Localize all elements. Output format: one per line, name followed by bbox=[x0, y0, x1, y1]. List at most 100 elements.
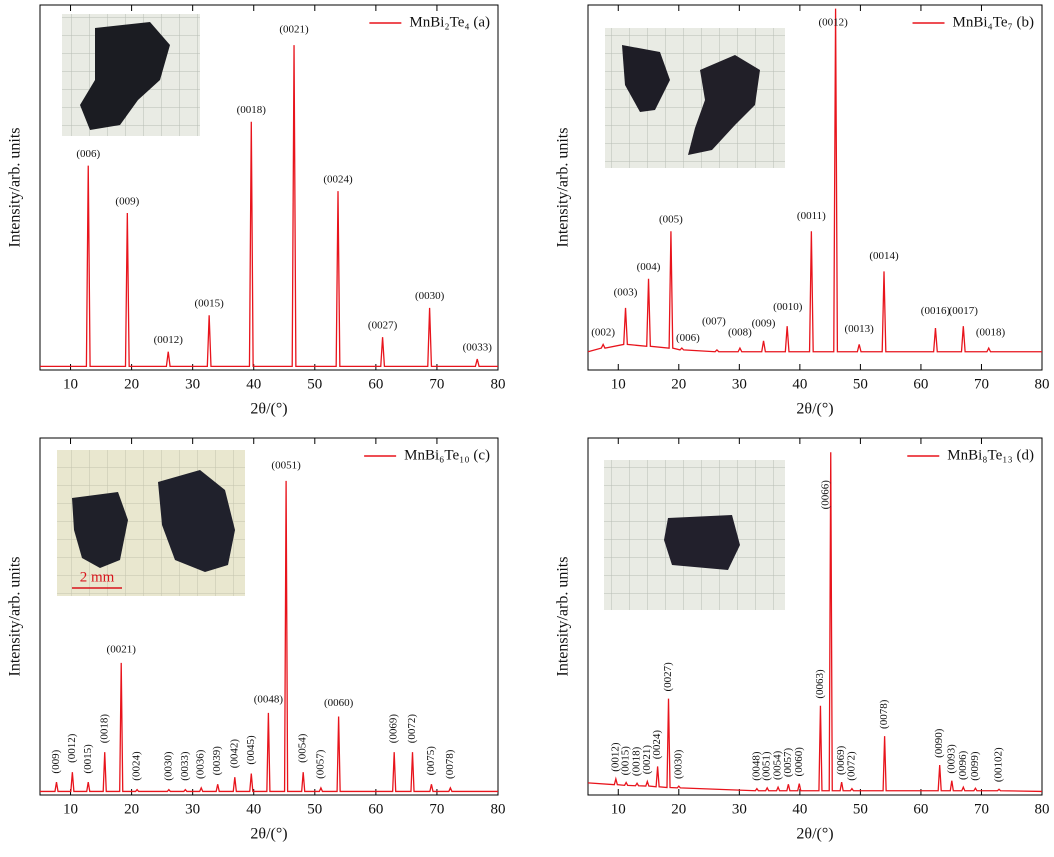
peak-label: (0024) bbox=[651, 730, 663, 760]
peak-label: (0033) bbox=[463, 341, 493, 353]
x-tick-label: 20 bbox=[671, 376, 686, 392]
peak-label: (0027) bbox=[368, 319, 398, 331]
peak-label: (0039) bbox=[211, 746, 223, 776]
peak-label: (009) bbox=[752, 318, 776, 330]
x-axis-label: 2θ/(°) bbox=[250, 401, 287, 418]
x-tick-label: 70 bbox=[974, 376, 989, 392]
peak-label: (0014) bbox=[869, 250, 899, 262]
inset-photo bbox=[604, 460, 785, 610]
peak-label: (007) bbox=[702, 316, 726, 328]
x-tick-label: 60 bbox=[368, 801, 383, 817]
x-tick-label: 80 bbox=[1035, 801, 1050, 817]
peak-label: (0011) bbox=[797, 210, 826, 222]
peak-label: (0010) bbox=[773, 301, 803, 313]
peak-label: (0036) bbox=[195, 749, 207, 779]
peak-label: (003) bbox=[614, 287, 638, 299]
peak-label: (0051) bbox=[271, 460, 301, 472]
peak-label: (0012) bbox=[818, 16, 848, 28]
peak-label: (009) bbox=[50, 749, 62, 773]
x-tick-label: 10 bbox=[63, 376, 78, 392]
peak-label: (0030) bbox=[672, 749, 684, 779]
legend-label: MnBi₆Te₁₀ (c) bbox=[404, 447, 490, 463]
y-axis-label: Intensity/arb. units bbox=[7, 557, 24, 677]
peak-label: (0021) bbox=[279, 24, 309, 36]
peak-label: (006) bbox=[76, 148, 100, 160]
x-tick-label: 50 bbox=[307, 801, 322, 817]
peak-label: (0012) bbox=[66, 733, 78, 763]
peak-label: (0015) bbox=[82, 744, 94, 774]
peak-label: (0072) bbox=[406, 714, 418, 744]
peak-label: (0057) bbox=[314, 749, 326, 779]
x-tick-label: 50 bbox=[307, 376, 322, 392]
peak-label: (005) bbox=[659, 214, 683, 226]
peak-label: (0099) bbox=[969, 751, 981, 781]
peak-label: (0069) bbox=[388, 714, 400, 744]
peak-label: (0063) bbox=[814, 669, 826, 699]
peak-label: (009) bbox=[115, 195, 139, 207]
peak-label: (0075) bbox=[425, 746, 437, 776]
peak-label: (0027) bbox=[662, 662, 674, 692]
peak-label: (008) bbox=[728, 327, 752, 339]
legend-label: MnBi₄Te₇ (b) bbox=[953, 14, 1034, 30]
x-tick-label: 20 bbox=[671, 801, 686, 817]
peak-label: (0060) bbox=[793, 747, 805, 777]
x-tick-label: 60 bbox=[913, 376, 928, 392]
x-tick-label: 30 bbox=[732, 376, 747, 392]
x-tick-label: 30 bbox=[732, 801, 747, 817]
x-tick-label: 80 bbox=[491, 801, 506, 817]
x-tick-label: 40 bbox=[246, 376, 261, 392]
peak-label: (002) bbox=[591, 327, 615, 339]
peak-label: (0066) bbox=[819, 480, 831, 510]
y-axis-label: Intensity/arb. units bbox=[7, 128, 24, 248]
x-tick-label: 20 bbox=[124, 801, 139, 817]
x-tick-label: 80 bbox=[491, 376, 506, 392]
peak-label: (0015) bbox=[194, 297, 224, 309]
x-tick-label: 10 bbox=[611, 801, 626, 817]
peak-label: (0017) bbox=[949, 305, 979, 317]
peak-label: (0054) bbox=[297, 733, 309, 763]
x-tick-label: 60 bbox=[913, 801, 928, 817]
x-tick-label: 40 bbox=[792, 376, 807, 392]
peak-label: (0042) bbox=[228, 739, 240, 769]
peak-label: (0016) bbox=[921, 305, 951, 317]
peak-label: (0024) bbox=[131, 751, 143, 781]
peak-label: (0033) bbox=[179, 751, 191, 781]
legend-label: MnBi₈Te₁₃ (d) bbox=[947, 447, 1034, 463]
peak-label: (006) bbox=[676, 332, 700, 344]
figure: 10 20 30 40 50 60 70 80 2θ/(°) Intensity/arb. uni… bbox=[0, 0, 1054, 857]
peak-label: (0045) bbox=[245, 735, 257, 765]
x-tick-label: 70 bbox=[429, 376, 444, 392]
peak-label: (0030) bbox=[415, 290, 445, 302]
inset-photo bbox=[62, 14, 200, 136]
peak-label: (0018) bbox=[98, 714, 110, 744]
x-tick-label: 70 bbox=[974, 801, 989, 817]
peak-label: (0018) bbox=[976, 327, 1006, 339]
x-axis-label: 2θ/(°) bbox=[250, 826, 287, 843]
inset-photo bbox=[605, 28, 785, 168]
peak-label: (0078) bbox=[878, 699, 890, 729]
peak-label: (0090) bbox=[933, 728, 945, 758]
legend-label: MnBi₂Te₄ (a) bbox=[409, 14, 490, 30]
scale-bar-label: 2 mm bbox=[80, 569, 115, 585]
peak-label: (0030) bbox=[162, 751, 174, 781]
x-tick-label: 20 bbox=[124, 376, 139, 392]
page: 10 20 30 40 50 60 70 80 2θ/(°) Intensity/arb. uni… bbox=[0, 0, 1054, 857]
x-tick-label: 60 bbox=[368, 376, 383, 392]
peak-label: (004) bbox=[637, 261, 661, 273]
x-axis-label: 2θ/(°) bbox=[796, 826, 833, 843]
peak-label: (0018) bbox=[237, 104, 267, 116]
x-tick-label: 70 bbox=[429, 801, 444, 817]
x-tick-label: 10 bbox=[63, 801, 78, 817]
x-tick-label: 30 bbox=[185, 801, 200, 817]
peak-label: (0021) bbox=[107, 644, 137, 656]
y-axis-label: Intensity/arb. units bbox=[555, 557, 572, 677]
x-tick-label: 30 bbox=[185, 376, 200, 392]
x-tick-label: 10 bbox=[611, 376, 626, 392]
y-axis-label: Intensity/arb. units bbox=[555, 128, 572, 248]
x-axis-label: 2θ/(°) bbox=[796, 401, 833, 418]
x-tick-label: 50 bbox=[853, 801, 868, 817]
peak-label: (0072) bbox=[845, 751, 857, 781]
peak-label: (00102) bbox=[993, 747, 1005, 782]
peak-label: (0078) bbox=[444, 749, 456, 779]
x-tick-label: 40 bbox=[246, 801, 261, 817]
